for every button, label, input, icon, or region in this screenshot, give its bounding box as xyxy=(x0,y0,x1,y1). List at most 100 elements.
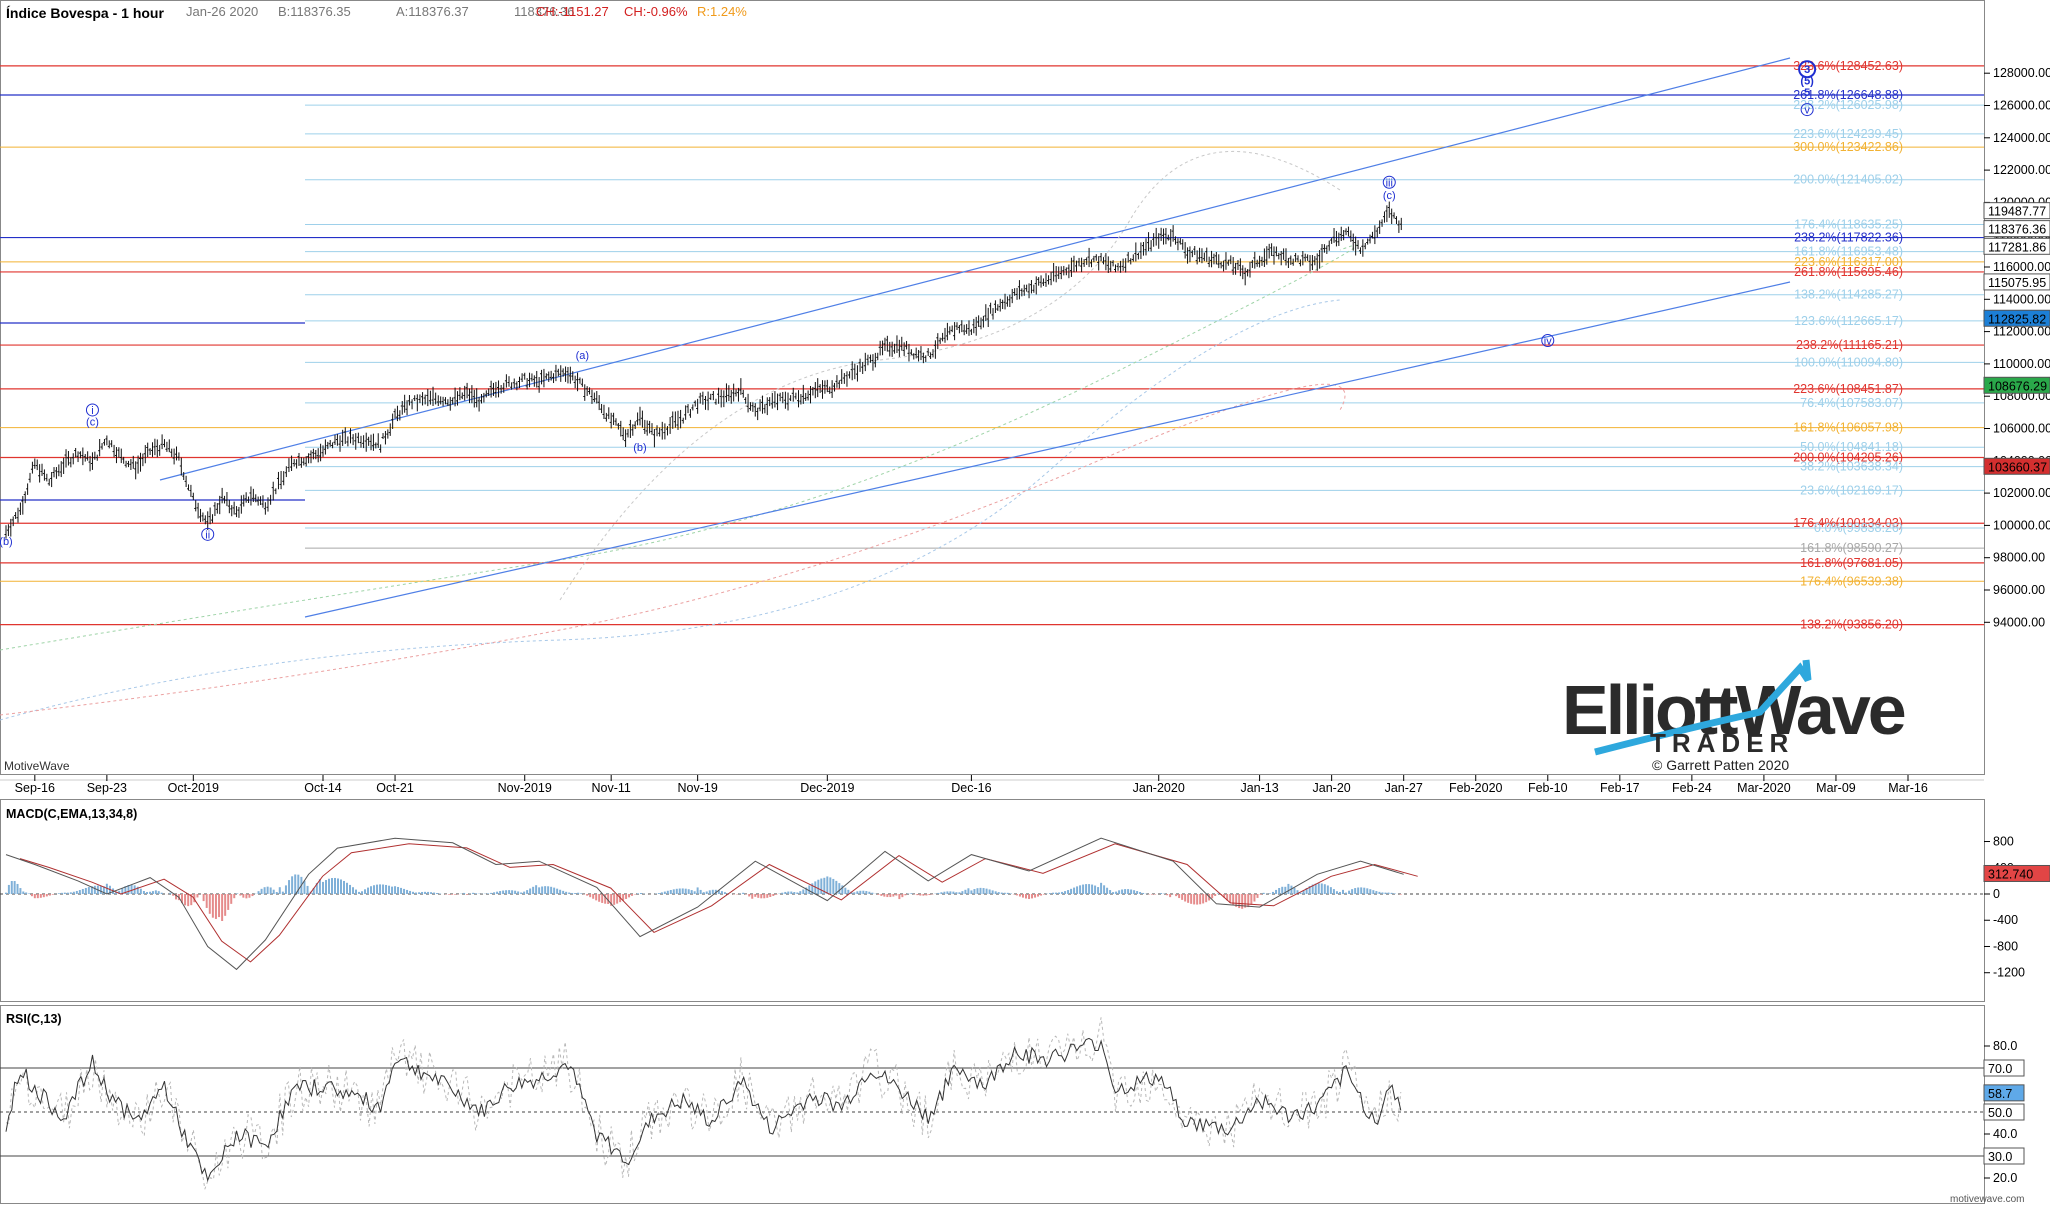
wave-label-circle xyxy=(1800,103,1814,117)
macd-lines xyxy=(5,837,1418,971)
rsi-axis: 80.070.060.050.040.030.020.070.058.750.0… xyxy=(1983,1039,2025,1185)
wave-label: (c) xyxy=(1383,190,1396,202)
rsi-tick-label: 40.0 xyxy=(1993,1127,2017,1141)
macd-tick-label: 0 xyxy=(1993,887,2000,901)
fib-label: 200.0%(104205.26) xyxy=(1793,450,1903,464)
channel-upper xyxy=(159,57,1791,481)
ma-curve xyxy=(0,299,1341,721)
fib-label: 138.2%(114285.27) xyxy=(1794,288,1903,302)
logo-swoosh xyxy=(1594,659,1812,756)
ma-curve xyxy=(0,383,1346,716)
rsi-level-box-label: 70.0 xyxy=(1988,1062,2012,1076)
price-tick-label: 106000.00 xyxy=(1993,422,2050,436)
wave-label: 3 xyxy=(1804,64,1810,76)
fib-label: 238.2%(111165.21) xyxy=(1796,338,1903,352)
date-tick-label: Dec-16 xyxy=(951,781,991,795)
fib-label: 161.8%(116953.48) xyxy=(1794,245,1903,259)
logo-text: ElliottWave xyxy=(1562,671,1905,749)
date-tick-label: Oct-2019 xyxy=(168,781,219,795)
wave-label-circle xyxy=(1541,334,1555,348)
fib-label: 123.6%(112665.17) xyxy=(1794,314,1903,328)
fib-label: 176.4%(96539.38) xyxy=(1800,574,1903,588)
macd-value-box xyxy=(1983,864,2050,882)
price-tick-label: 122000.00 xyxy=(1993,163,2050,177)
wave-label-circle xyxy=(201,527,215,541)
price-tick-label: 124000.00 xyxy=(1993,131,2050,145)
date-tick-label: Feb-17 xyxy=(1600,781,1640,795)
price-boxes: 119487.77 118376.36 117281.86 115075.95 1128… xyxy=(1983,202,2050,475)
header-date: Jan-26 2020 xyxy=(186,4,258,19)
macd-tick-label: -1200 xyxy=(1993,966,2025,980)
wave-label: i xyxy=(91,405,93,417)
price-tick-label: 128000.00 xyxy=(1993,66,2050,80)
fib-label: 100.0%(110094.80) xyxy=(1794,355,1903,369)
rsi-levels xyxy=(0,1067,1984,1157)
rsi-level-box xyxy=(1983,1084,2025,1102)
macd-signal-line xyxy=(19,843,1418,963)
wave-label: 5 xyxy=(1804,87,1810,99)
logo-copyright: © Garrett Patten 2020 xyxy=(1652,757,1789,773)
price-tick-label: 114000.00 xyxy=(1993,292,2050,306)
price-tick-label: 116000.00 xyxy=(1993,260,2050,274)
fib-label: 76.4%(107583.07) xyxy=(1800,396,1903,410)
macd-tick-label: 800 xyxy=(1993,835,2014,849)
fib-lines: 323.6%(128452.63)261.8%(126648.88)238.2%… xyxy=(0,59,1984,632)
price-box-label: 118376.36 xyxy=(1988,223,2046,237)
price-bars[interactable] xyxy=(4,201,1402,539)
price-box-label: 108676.29 xyxy=(1988,379,2047,393)
fib-label: 238.2%(117822.36) xyxy=(1794,231,1903,245)
wave-label-circle xyxy=(1798,60,1817,79)
fib-label: 200.0%(121405.02) xyxy=(1793,173,1903,187)
wave-label-circle xyxy=(85,403,99,417)
fib-label: 23.6%(102169.17) xyxy=(1800,483,1903,497)
rsi-tick-label: 80.0 xyxy=(1993,1039,2017,1053)
wave-label: v xyxy=(1804,105,1810,117)
header-ask: A:118376.37 xyxy=(396,4,469,19)
macd-tick-label: -800 xyxy=(1993,939,2018,953)
price-box-label: 117281.86 xyxy=(1988,240,2046,254)
chart-title: Índice Bovespa - 1 hour xyxy=(6,5,164,21)
wave-label: (c) xyxy=(86,416,99,428)
date-tick-label: Mar-2020 xyxy=(1737,781,1791,795)
macd-panel-frame xyxy=(0,799,1985,1002)
rsi-level-box-label: 58.7 xyxy=(1988,1087,2012,1101)
wave-label: (b) xyxy=(0,536,13,548)
price-box-label: 103660.37 xyxy=(1988,460,2047,474)
moving-average-curves xyxy=(0,150,1358,721)
macd-line xyxy=(5,837,1404,971)
price-tick-label: 102000.00 xyxy=(1993,486,2050,500)
wave-label: (b) xyxy=(633,442,646,454)
fib-label: 176.4%(100134.03) xyxy=(1793,516,1903,530)
rsi-band xyxy=(5,1017,1402,1190)
header-last: 118376.36 xyxy=(514,4,575,19)
date-tick-label: Feb-2020 xyxy=(1449,781,1503,795)
rsi-line xyxy=(5,1037,1402,1182)
ma-curve xyxy=(559,150,1341,601)
date-tick-label: Oct-14 xyxy=(304,781,342,795)
rsi-level-box-label: 50.0 xyxy=(1988,1106,2012,1120)
fib-label: 223.6%(108451.87) xyxy=(1793,382,1903,396)
fib-label: 261.8%(115695.46) xyxy=(1794,265,1903,279)
price-box-label: 115075.95 xyxy=(1988,276,2046,290)
date-tick-label: Sep-23 xyxy=(87,781,127,795)
fib-label: 0.0%(99838.26) xyxy=(1814,521,1903,535)
ma-curve xyxy=(0,244,1358,651)
date-tick-label: Mar-09 xyxy=(1816,781,1856,795)
fib-label: 161.8%(98590.27) xyxy=(1800,541,1903,555)
price-tick-label: 126000.00 xyxy=(1993,99,2050,113)
fib-label: 50.0%(104841.18) xyxy=(1800,440,1903,454)
price-tick-label: 96000.00 xyxy=(1993,583,2045,597)
macd-value-label: 312.740 xyxy=(1988,867,2033,881)
rsi-level-box-label: 30.0 xyxy=(1988,1150,2012,1164)
fib-label: 176.4%(118635.25) xyxy=(1794,217,1903,231)
date-tick-label: Feb-24 xyxy=(1672,781,1712,795)
price-box xyxy=(1983,457,2050,475)
wave-label: iii xyxy=(1386,177,1393,189)
wave-label: iv xyxy=(1544,336,1552,348)
fib-label: 161.8%(97681.05) xyxy=(1800,556,1903,570)
logo-subtext: TRADER xyxy=(1650,728,1794,758)
price-box xyxy=(1983,237,2050,255)
